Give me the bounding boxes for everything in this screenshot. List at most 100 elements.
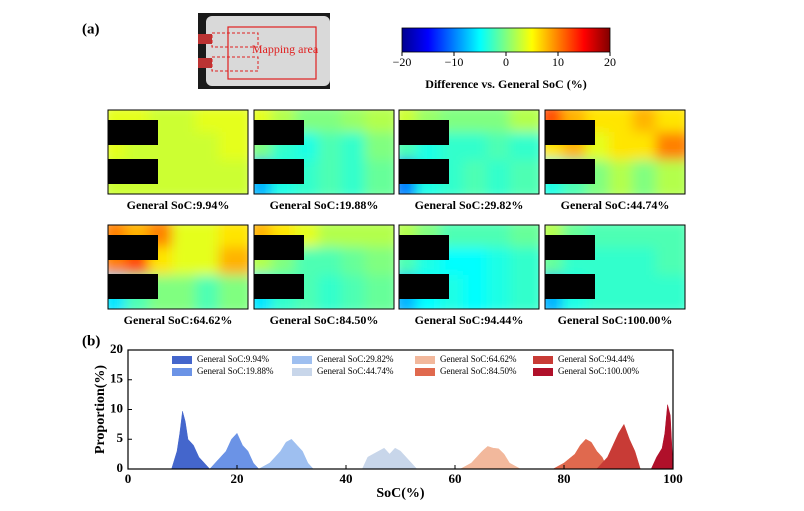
area [258, 438, 314, 470]
x-tick-label: 0 [125, 471, 132, 486]
tab [545, 120, 595, 145]
area [209, 432, 260, 470]
legend-label: General SoC:44.74% [317, 366, 394, 376]
heatmap-cells [254, 110, 394, 194]
colorbar-label: Difference vs. General SoC (%) [425, 77, 586, 91]
x-axis-label: SoC(%) [376, 486, 425, 501]
heatmap-cell [364, 160, 394, 194]
colorbar-tick-label: 10 [552, 55, 564, 69]
tab [399, 274, 449, 299]
heatmap-caption: General SoC:9.94% [127, 198, 230, 212]
heatmap-cells [545, 110, 685, 194]
colorbar [401, 27, 611, 53]
panel-label: (b) [82, 333, 100, 349]
heatmap-frame [544, 224, 686, 310]
tab [399, 235, 449, 260]
heatmap [254, 110, 394, 194]
x-tick-label: 40 [340, 471, 353, 486]
area [650, 404, 674, 470]
heatmap [108, 110, 248, 194]
heatmap-frame [253, 109, 395, 195]
y-tick-label: 20 [110, 341, 123, 356]
heatmap-frame [398, 109, 540, 195]
tab [108, 159, 158, 184]
y-tick-label: 5 [117, 430, 124, 445]
legend-label: General SoC:84.50% [440, 366, 517, 376]
tab [108, 235, 158, 260]
tab [108, 274, 158, 299]
panel-label: (a) [82, 21, 100, 37]
heatmap-frame [253, 224, 395, 310]
legend-label: General SoC:9.94% [197, 354, 269, 364]
heatmap-caption: General SoC:94.44% [415, 313, 524, 327]
y-axis-label: Proportion(%) [93, 365, 108, 455]
heatmap-caption: General SoC:64.62% [124, 313, 233, 327]
legend-swatch [292, 368, 312, 376]
colorbar-tick-label: −10 [445, 55, 464, 69]
x-tick-label: 100 [663, 471, 683, 486]
heatmap-cells [108, 110, 248, 194]
heatmap-cells [545, 225, 685, 309]
heatmap-caption: General SoC:100.00% [558, 313, 673, 327]
heatmap-caption: General SoC:29.82% [415, 198, 524, 212]
tab [254, 274, 304, 299]
legend-label: General SoC:94.44% [558, 354, 635, 364]
tab [399, 120, 449, 145]
heatmap-frame [398, 224, 540, 310]
colorbar-tick-label: 20 [604, 55, 616, 69]
heatmap [545, 225, 685, 309]
legend-swatch [172, 356, 192, 364]
tab [108, 120, 158, 145]
tab [545, 274, 595, 299]
heatmap-cell [218, 275, 248, 309]
y-tick-label: 10 [110, 400, 123, 415]
heatmap-cells [108, 225, 248, 309]
x-tick-label: 80 [558, 471, 571, 486]
legend-swatch [415, 368, 435, 376]
heatmap-cells [254, 225, 394, 309]
heatmap [399, 110, 539, 194]
heatmap [108, 225, 248, 309]
tab [254, 120, 304, 145]
tab [545, 235, 595, 260]
legend-label: General SoC:100.00% [558, 366, 639, 376]
heatmap-cell [364, 275, 394, 309]
heatmap-cell [509, 160, 539, 194]
legend-label: General SoC:64.62% [440, 354, 517, 364]
heatmap-frame [107, 109, 249, 195]
x-tick-label: 20 [231, 471, 244, 486]
heatmap-cell [655, 160, 685, 194]
legend-swatch [292, 356, 312, 364]
y-tick-label: 15 [110, 371, 124, 386]
heatmap [254, 225, 394, 309]
area [552, 438, 608, 470]
legend-label: General SoC:19.88% [197, 366, 274, 376]
legend-swatch [533, 356, 553, 364]
heatmap-cells [399, 110, 539, 194]
heatmap-cell [509, 275, 539, 309]
legend-swatch [415, 356, 435, 364]
tab [254, 159, 304, 184]
heatmap-cell [218, 160, 248, 194]
area [596, 423, 641, 470]
colorbar-tick-label: 0 [503, 55, 509, 69]
area [361, 447, 418, 470]
area [460, 446, 521, 470]
heatmap-frame [544, 109, 686, 195]
legend-swatch [172, 368, 192, 376]
heatmap [545, 110, 685, 194]
heatmap-caption: General SoC:84.50% [270, 313, 379, 327]
photo-label: Mapping area [252, 42, 319, 56]
heatmap-caption: General SoC:44.74% [561, 198, 670, 212]
x-tick-label: 60 [449, 471, 462, 486]
heatmap-caption: General SoC:19.88% [270, 198, 379, 212]
heatmap [399, 225, 539, 309]
legend-swatch [533, 368, 553, 376]
tab [545, 159, 595, 184]
photo: Mapping area [198, 13, 330, 89]
heatmap-cell [655, 275, 685, 309]
y-tick-label: 0 [117, 460, 124, 475]
legend-label: General SoC:29.82% [317, 354, 394, 364]
tab [399, 159, 449, 184]
